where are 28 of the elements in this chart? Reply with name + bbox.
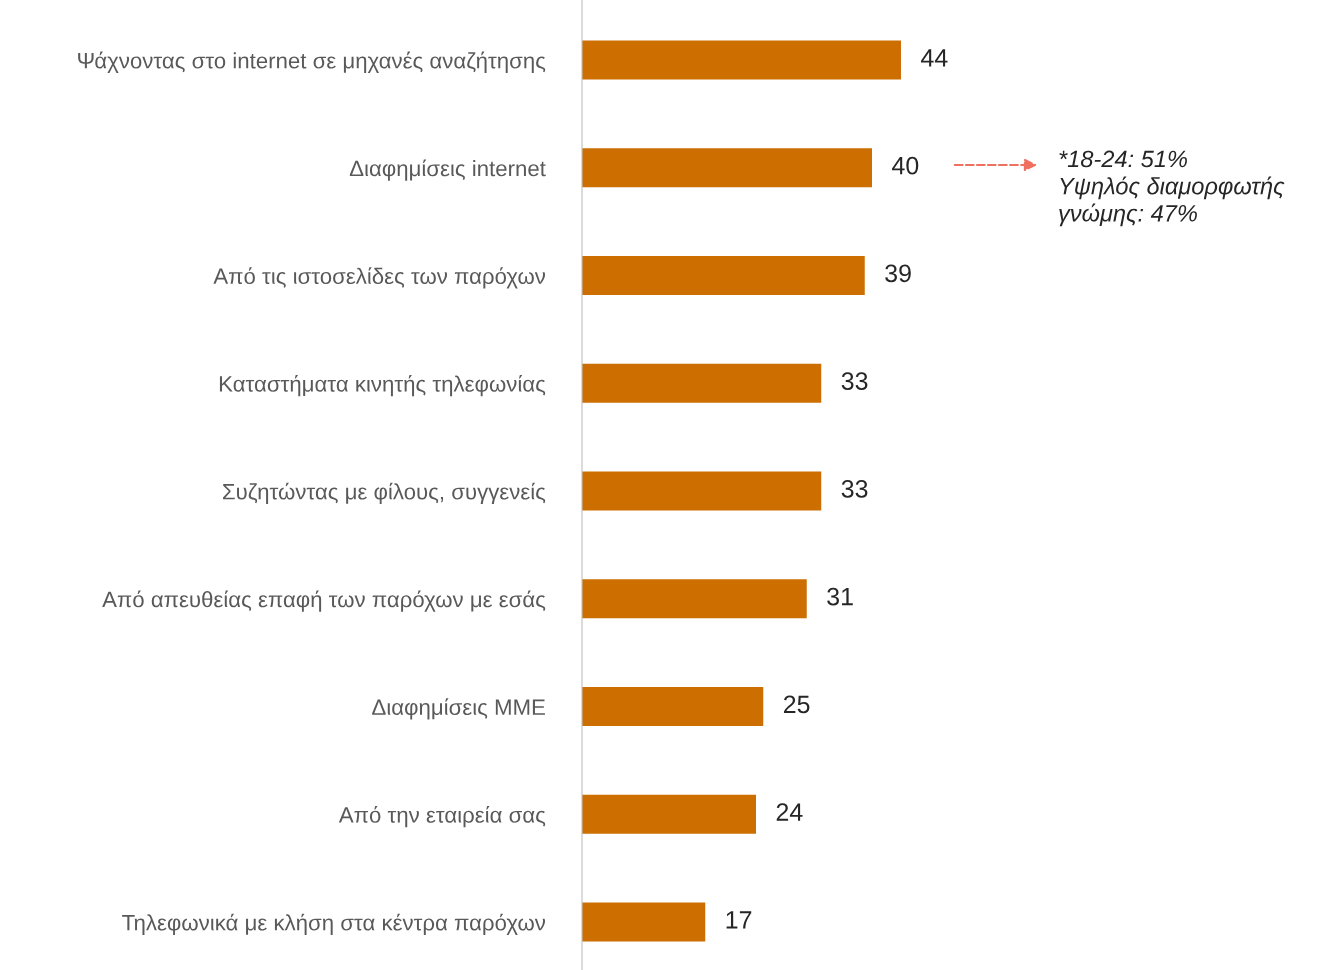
data-label: 44 bbox=[921, 49, 948, 67]
data-label: 24 bbox=[776, 803, 803, 821]
data-label: 33 bbox=[841, 372, 868, 390]
bar bbox=[582, 794, 756, 834]
bar bbox=[582, 40, 901, 80]
bar bbox=[582, 363, 822, 403]
y-tick-label: Ψάχνοντας στο internet σε μηχανές αναζήτησης bbox=[78, 51, 546, 73]
y-tick-label: Καταστήματα κινητής τηλεφωνίας bbox=[219, 374, 546, 397]
data-label: 25 bbox=[783, 695, 810, 714]
bar bbox=[582, 902, 706, 942]
y-tick-label: Τηλεφωνικά με κλήση στα κέντρα παρόχων bbox=[122, 913, 546, 935]
data-label: 17 bbox=[726, 911, 752, 929]
y-tick-label: Συζητώντας με φίλους, συγγενείς bbox=[223, 482, 546, 504]
data-label: 33 bbox=[841, 480, 868, 498]
y-tick-label: Από απευθείας επαφή των παρόχων με εσάς bbox=[102, 590, 546, 612]
y-tick-label: Διαφημίσεις ΜΜΕ bbox=[372, 698, 545, 720]
y-tick-label: Από τις ιστοσελίδες των παρόχων bbox=[213, 267, 546, 289]
y-tick-label: Διαφημίσεις internet bbox=[349, 159, 546, 181]
bar bbox=[582, 579, 807, 619]
bar bbox=[582, 256, 865, 295]
bar bbox=[582, 471, 822, 511]
bar bbox=[582, 687, 764, 726]
data-label: 31 bbox=[827, 587, 853, 606]
y-tick-label: Από την εταιρεία σας bbox=[338, 805, 546, 828]
data-label: 40 bbox=[892, 156, 919, 175]
data-label: 39 bbox=[885, 264, 911, 283]
bar bbox=[582, 148, 872, 188]
text: *18-24: 51% Υψηλός διαμορφωτής γνώμης: 47% bbox=[1059, 150, 1285, 227]
